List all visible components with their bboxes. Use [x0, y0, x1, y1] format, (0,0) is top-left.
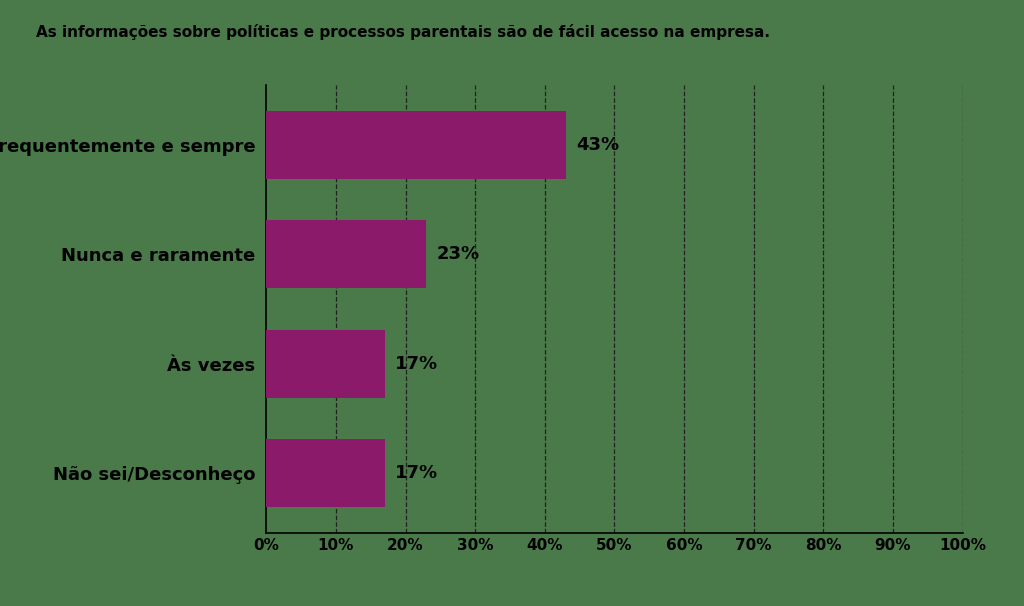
Text: 17%: 17% — [395, 464, 438, 482]
Text: 17%: 17% — [395, 355, 438, 373]
Text: As informações sobre políticas e processos parentais são de fácil acesso na empr: As informações sobre políticas e process… — [36, 24, 770, 40]
Bar — [266, 330, 385, 398]
Bar — [266, 221, 426, 288]
Bar — [266, 439, 385, 507]
Text: 23%: 23% — [437, 245, 480, 264]
Bar — [266, 111, 565, 179]
Text: 43%: 43% — [577, 136, 620, 154]
